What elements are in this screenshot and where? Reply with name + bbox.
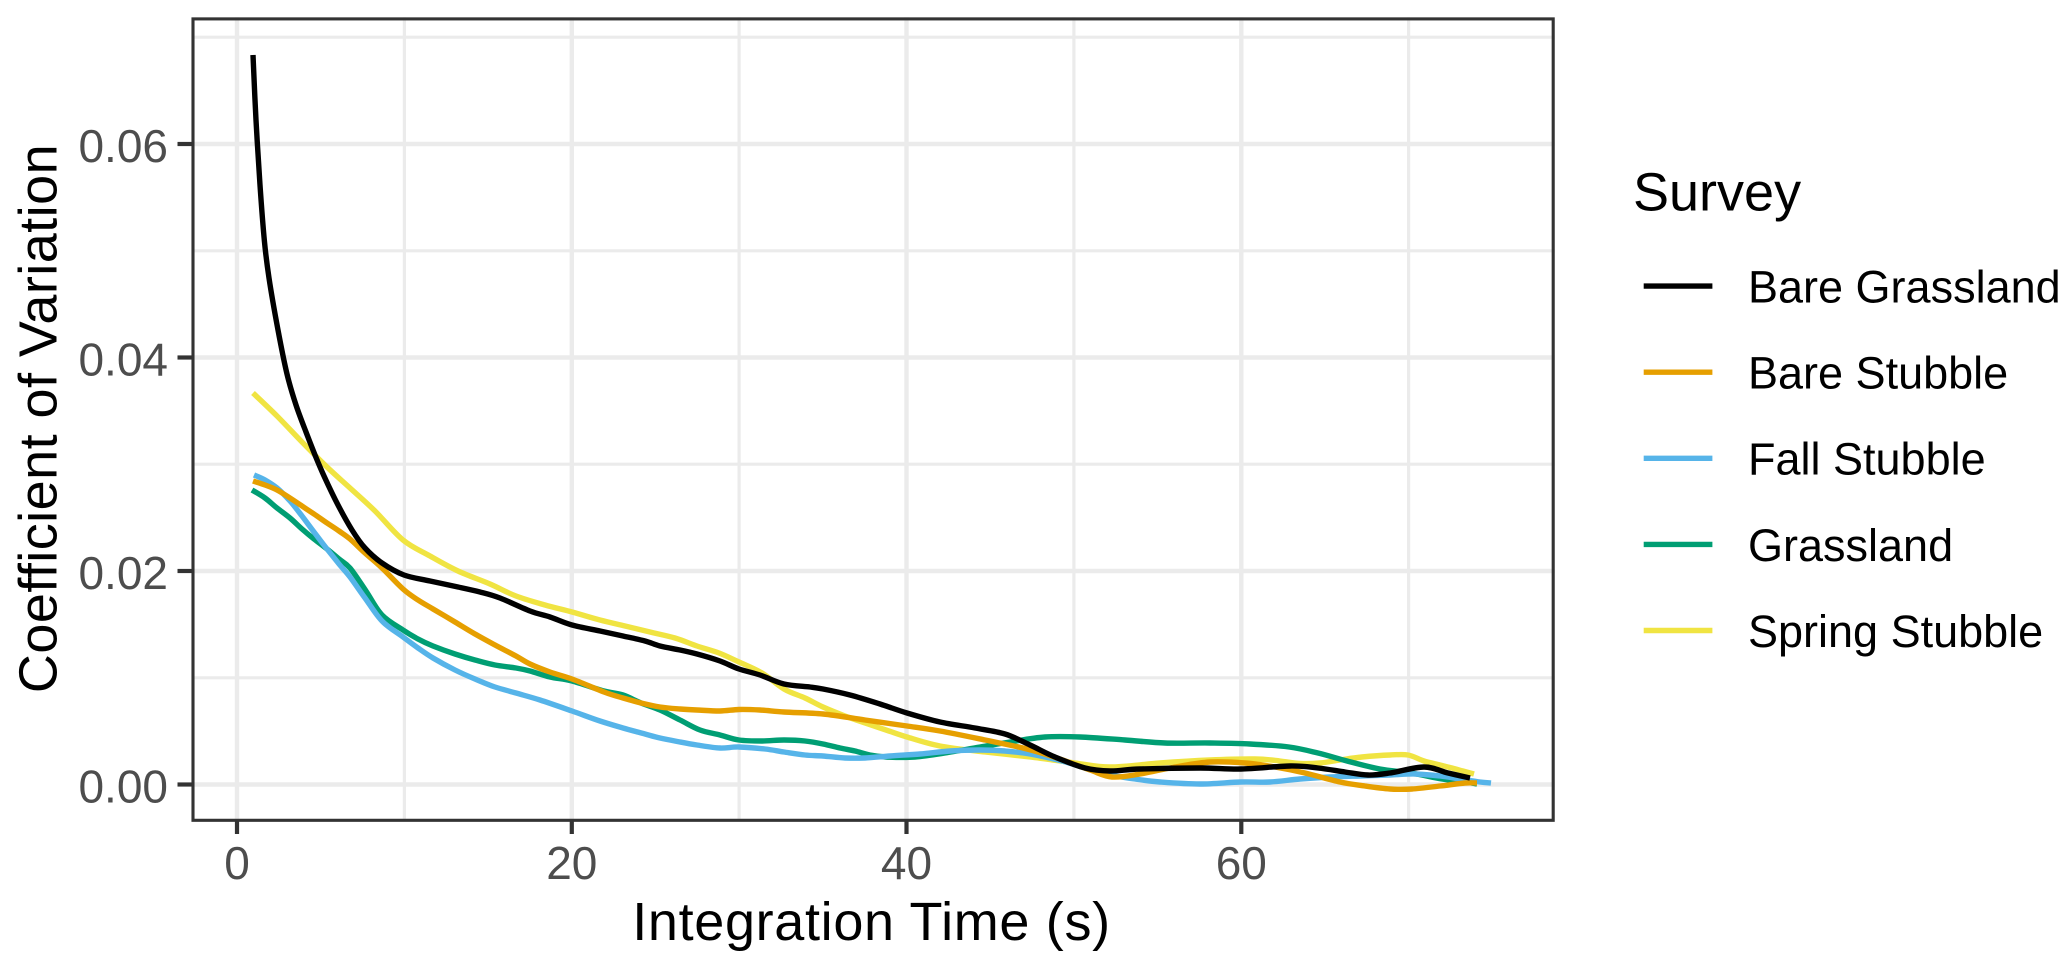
svg-text:0: 0 bbox=[224, 837, 250, 889]
svg-text:Fall Stubble: Fall Stubble bbox=[1748, 434, 1986, 485]
svg-text:Bare Grassland: Bare Grassland bbox=[1748, 262, 2061, 313]
svg-text:60: 60 bbox=[1216, 837, 1267, 889]
svg-text:Integration Time (s): Integration Time (s) bbox=[632, 892, 1111, 952]
svg-text:40: 40 bbox=[881, 837, 932, 889]
svg-text:Bare Stubble: Bare Stubble bbox=[1748, 348, 2008, 399]
svg-text:0.06: 0.06 bbox=[78, 120, 168, 172]
svg-text:Spring Stubble: Spring Stubble bbox=[1748, 606, 2043, 657]
svg-text:Grassland: Grassland bbox=[1748, 520, 1953, 571]
svg-text:Coefficient of Variation: Coefficient of Variation bbox=[9, 144, 69, 693]
svg-text:0.00: 0.00 bbox=[78, 761, 168, 813]
svg-text:Survey: Survey bbox=[1633, 163, 1801, 223]
svg-text:0.02: 0.02 bbox=[78, 547, 168, 599]
svg-text:0.04: 0.04 bbox=[78, 334, 168, 386]
svg-text:20: 20 bbox=[546, 837, 597, 889]
